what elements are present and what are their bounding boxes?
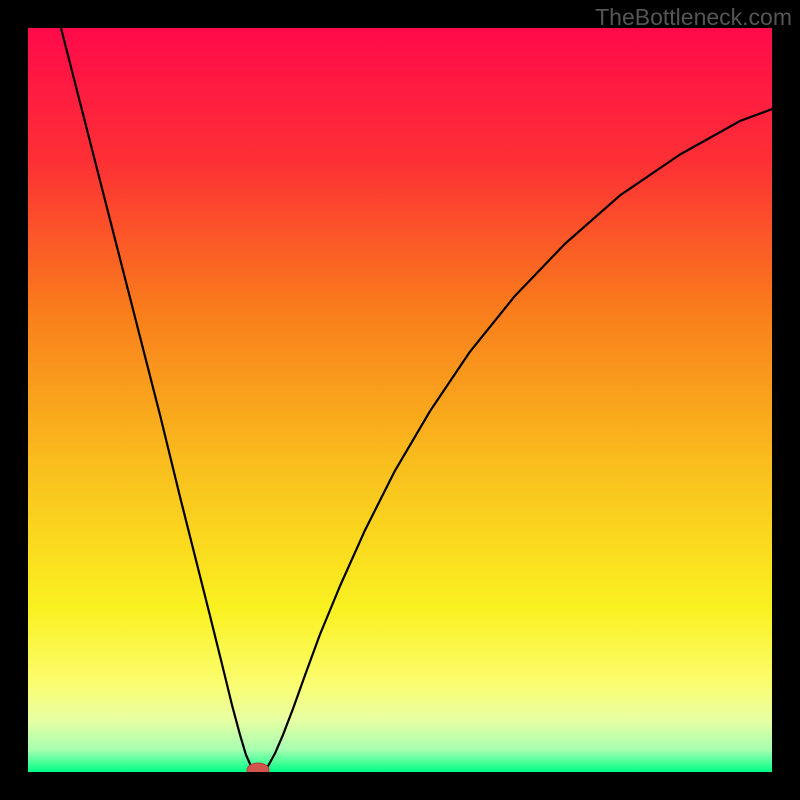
watermark-text: TheBottleneck.com bbox=[595, 4, 792, 31]
bottleneck-chart bbox=[0, 0, 800, 800]
border-left bbox=[0, 0, 28, 800]
plot-background bbox=[28, 28, 772, 772]
chart-container: TheBottleneck.com bbox=[0, 0, 800, 800]
border-right bbox=[772, 0, 800, 800]
border-bottom bbox=[0, 772, 800, 800]
